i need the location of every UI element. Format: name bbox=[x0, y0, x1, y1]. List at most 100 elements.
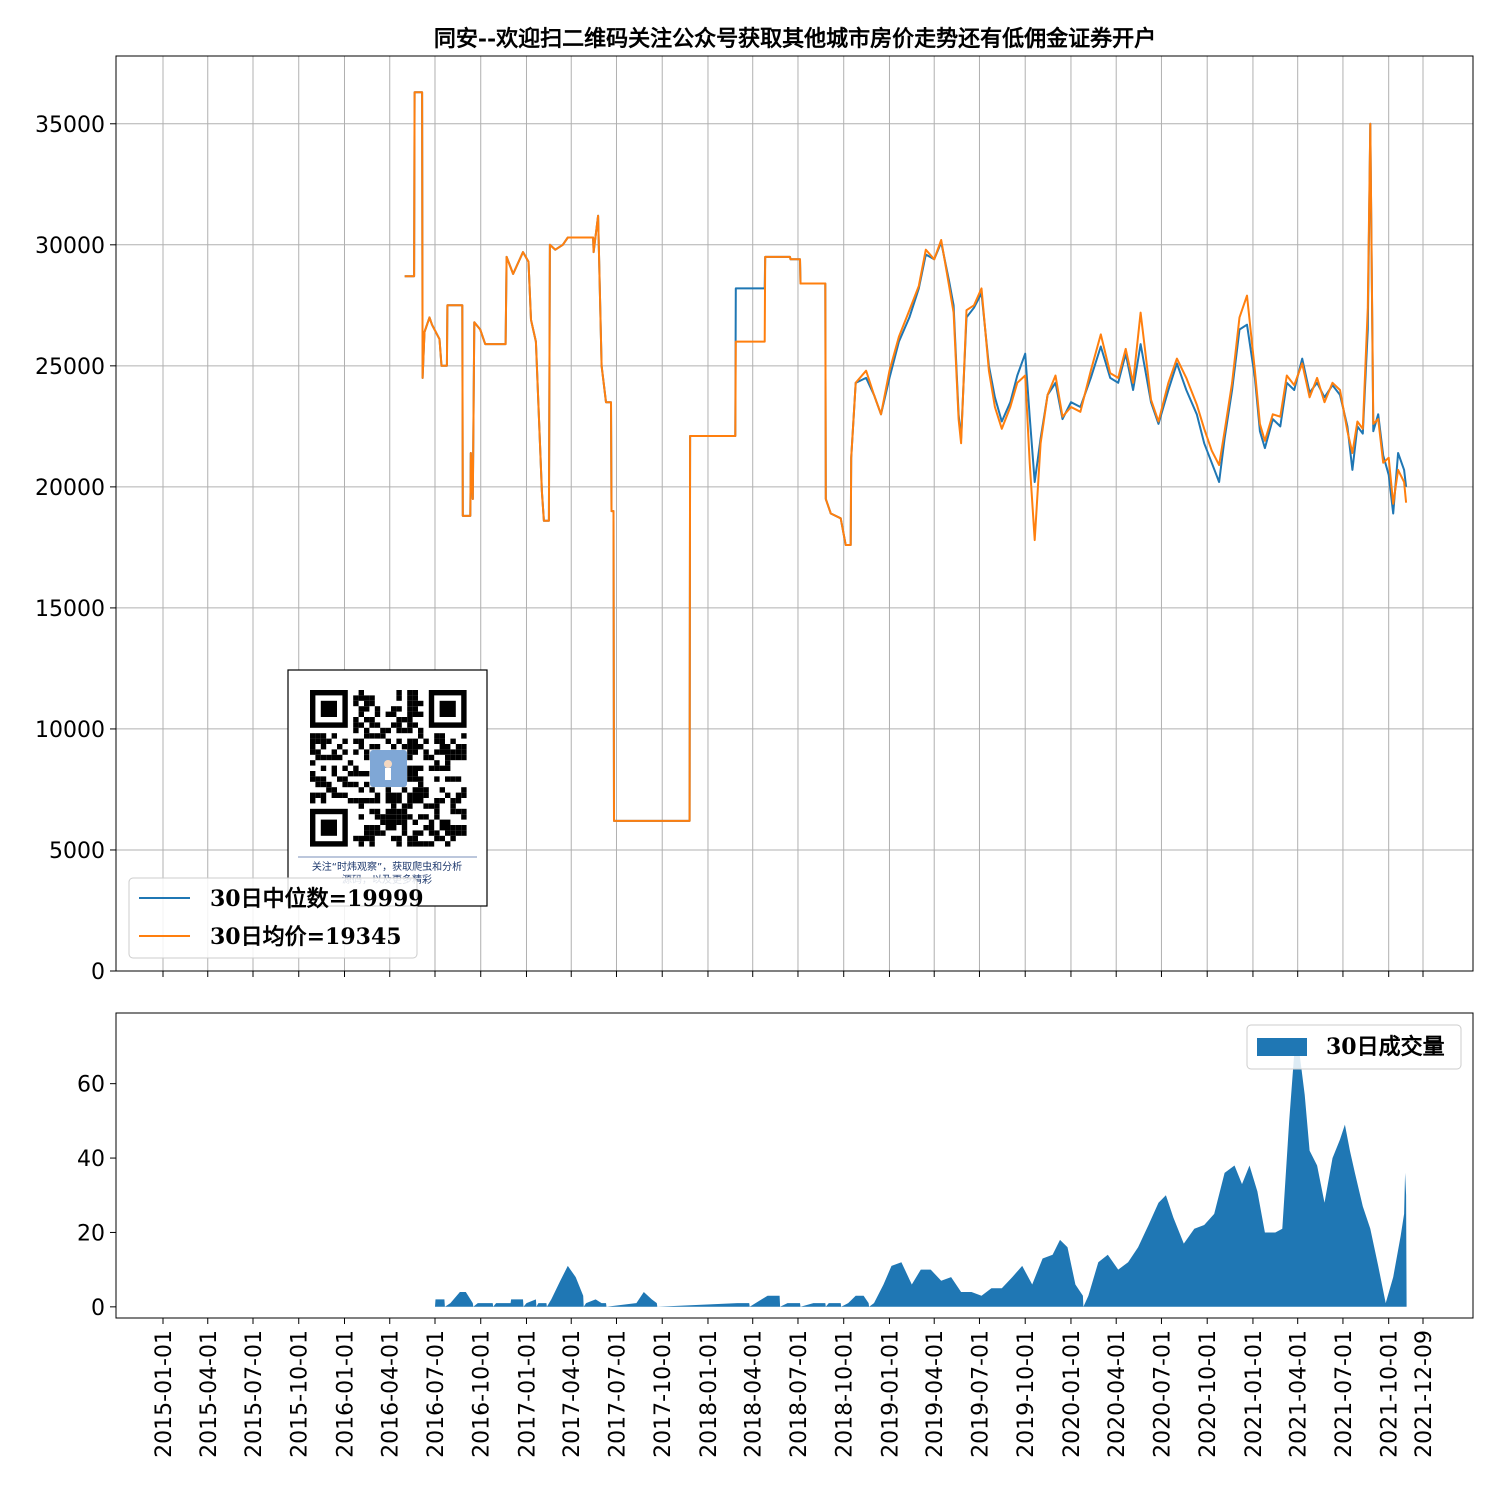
qr-module bbox=[374, 744, 381, 750]
qr-module bbox=[353, 749, 359, 755]
qr-module bbox=[418, 792, 424, 798]
price-y-axis: 0 5000 10000 15000 20000 25000 30000 35000 bbox=[35, 113, 116, 985]
qr-module bbox=[423, 825, 429, 831]
price-legend-box bbox=[128, 877, 418, 959]
qr-module bbox=[315, 749, 321, 755]
qr-finder-center bbox=[320, 700, 337, 717]
x-tick-label: 2017-01-01 bbox=[515, 1330, 540, 1458]
qr-module bbox=[369, 830, 375, 836]
qr-module bbox=[374, 711, 381, 717]
x-tick-label: 2016-07-01 bbox=[424, 1330, 449, 1458]
qr-module bbox=[315, 776, 321, 782]
qr-module bbox=[439, 825, 445, 831]
qr-module bbox=[407, 722, 413, 728]
qr-module bbox=[461, 808, 467, 815]
qr-module bbox=[374, 798, 381, 804]
qr-module bbox=[428, 830, 435, 836]
qr-module bbox=[342, 749, 348, 755]
qr-module bbox=[412, 776, 418, 782]
qr-module bbox=[434, 733, 440, 739]
qr-module bbox=[374, 808, 381, 815]
y-tick-label: 30000 bbox=[35, 234, 105, 259]
qr-module bbox=[369, 717, 375, 723]
qr-module bbox=[374, 814, 381, 820]
qr-module bbox=[353, 798, 359, 804]
mean-price-line bbox=[404, 91, 1408, 822]
qr-module bbox=[412, 835, 418, 842]
qr-module bbox=[331, 765, 337, 771]
qr-module bbox=[391, 819, 397, 825]
qr-module bbox=[445, 819, 451, 825]
qr-module bbox=[331, 787, 337, 793]
qr-module bbox=[369, 825, 375, 831]
qr-module bbox=[364, 717, 370, 723]
qr-module bbox=[412, 830, 418, 836]
qr-module bbox=[439, 798, 445, 804]
qr-module bbox=[391, 722, 397, 728]
qr-module bbox=[412, 841, 418, 847]
qr-module bbox=[353, 695, 359, 701]
qr-module bbox=[396, 727, 402, 734]
qr-module bbox=[412, 771, 418, 777]
qr-module bbox=[455, 754, 462, 761]
qr-module bbox=[450, 825, 456, 831]
qr-module bbox=[401, 787, 408, 793]
qr-module bbox=[380, 830, 386, 836]
qr-module bbox=[358, 711, 364, 717]
qr-module bbox=[396, 819, 402, 825]
qr-module bbox=[342, 776, 348, 782]
qr-module bbox=[353, 722, 359, 728]
qr-module bbox=[407, 706, 413, 712]
x-tick-label: 2021-07-01 bbox=[1332, 1330, 1357, 1458]
x-tick-label: 2021-10-01 bbox=[1378, 1330, 1403, 1458]
qr-module bbox=[407, 717, 413, 723]
qr-module bbox=[418, 727, 424, 734]
qr-module bbox=[434, 835, 440, 842]
qr-module bbox=[412, 738, 418, 744]
qr-module bbox=[374, 722, 381, 728]
qr-module bbox=[407, 749, 413, 755]
qr-caption-line-1: 关注“时炜观察”，获取爬虫和分析 bbox=[312, 860, 462, 873]
qr-module bbox=[455, 798, 462, 804]
qr-module bbox=[412, 819, 418, 825]
qr-module bbox=[455, 749, 462, 755]
qr-module bbox=[401, 808, 408, 815]
price-plot-frame bbox=[115, 55, 1474, 972]
qr-module bbox=[358, 744, 364, 750]
qr-module bbox=[412, 700, 418, 707]
x-tick-label: 2016-01-01 bbox=[333, 1330, 358, 1458]
qr-finder-center bbox=[320, 819, 337, 836]
qr-module bbox=[445, 765, 451, 771]
y-tick-label: 15000 bbox=[35, 597, 105, 622]
qr-module bbox=[450, 830, 456, 836]
qr-module bbox=[418, 781, 424, 788]
qr-module bbox=[310, 798, 316, 804]
price-legend: 30日中位数=19999 30日均价=19345 bbox=[128, 877, 424, 959]
qr-module bbox=[434, 814, 440, 820]
qr-module bbox=[439, 765, 445, 771]
qr-module bbox=[385, 787, 391, 793]
qr-module bbox=[380, 727, 386, 734]
qr-module bbox=[369, 700, 375, 707]
price-panel: 0 5000 10000 15000 20000 25000 30000 35000 bbox=[35, 55, 1474, 985]
qr-module bbox=[369, 744, 375, 750]
qr-module bbox=[412, 798, 418, 804]
qr-module bbox=[396, 717, 402, 723]
x-tick-label: 2020-01-01 bbox=[1060, 1330, 1085, 1458]
qr-module bbox=[412, 749, 418, 755]
x-tick-label: 2015-07-01 bbox=[242, 1330, 267, 1458]
x-tick-label: 2018-10-01 bbox=[833, 1330, 858, 1458]
qr-module bbox=[315, 738, 321, 744]
y-tick-label: 40 bbox=[77, 1147, 105, 1172]
qr-module bbox=[326, 787, 332, 793]
qr-module bbox=[439, 733, 445, 739]
qr-module bbox=[445, 841, 451, 847]
qr-module bbox=[434, 798, 440, 804]
qr-module bbox=[315, 781, 321, 788]
qr-module bbox=[455, 825, 462, 831]
qr-module bbox=[412, 711, 418, 717]
qr-module bbox=[320, 754, 327, 761]
qr-module bbox=[353, 765, 359, 771]
x-tick-label: 2019-10-01 bbox=[1014, 1330, 1039, 1458]
qr-module bbox=[347, 798, 354, 804]
